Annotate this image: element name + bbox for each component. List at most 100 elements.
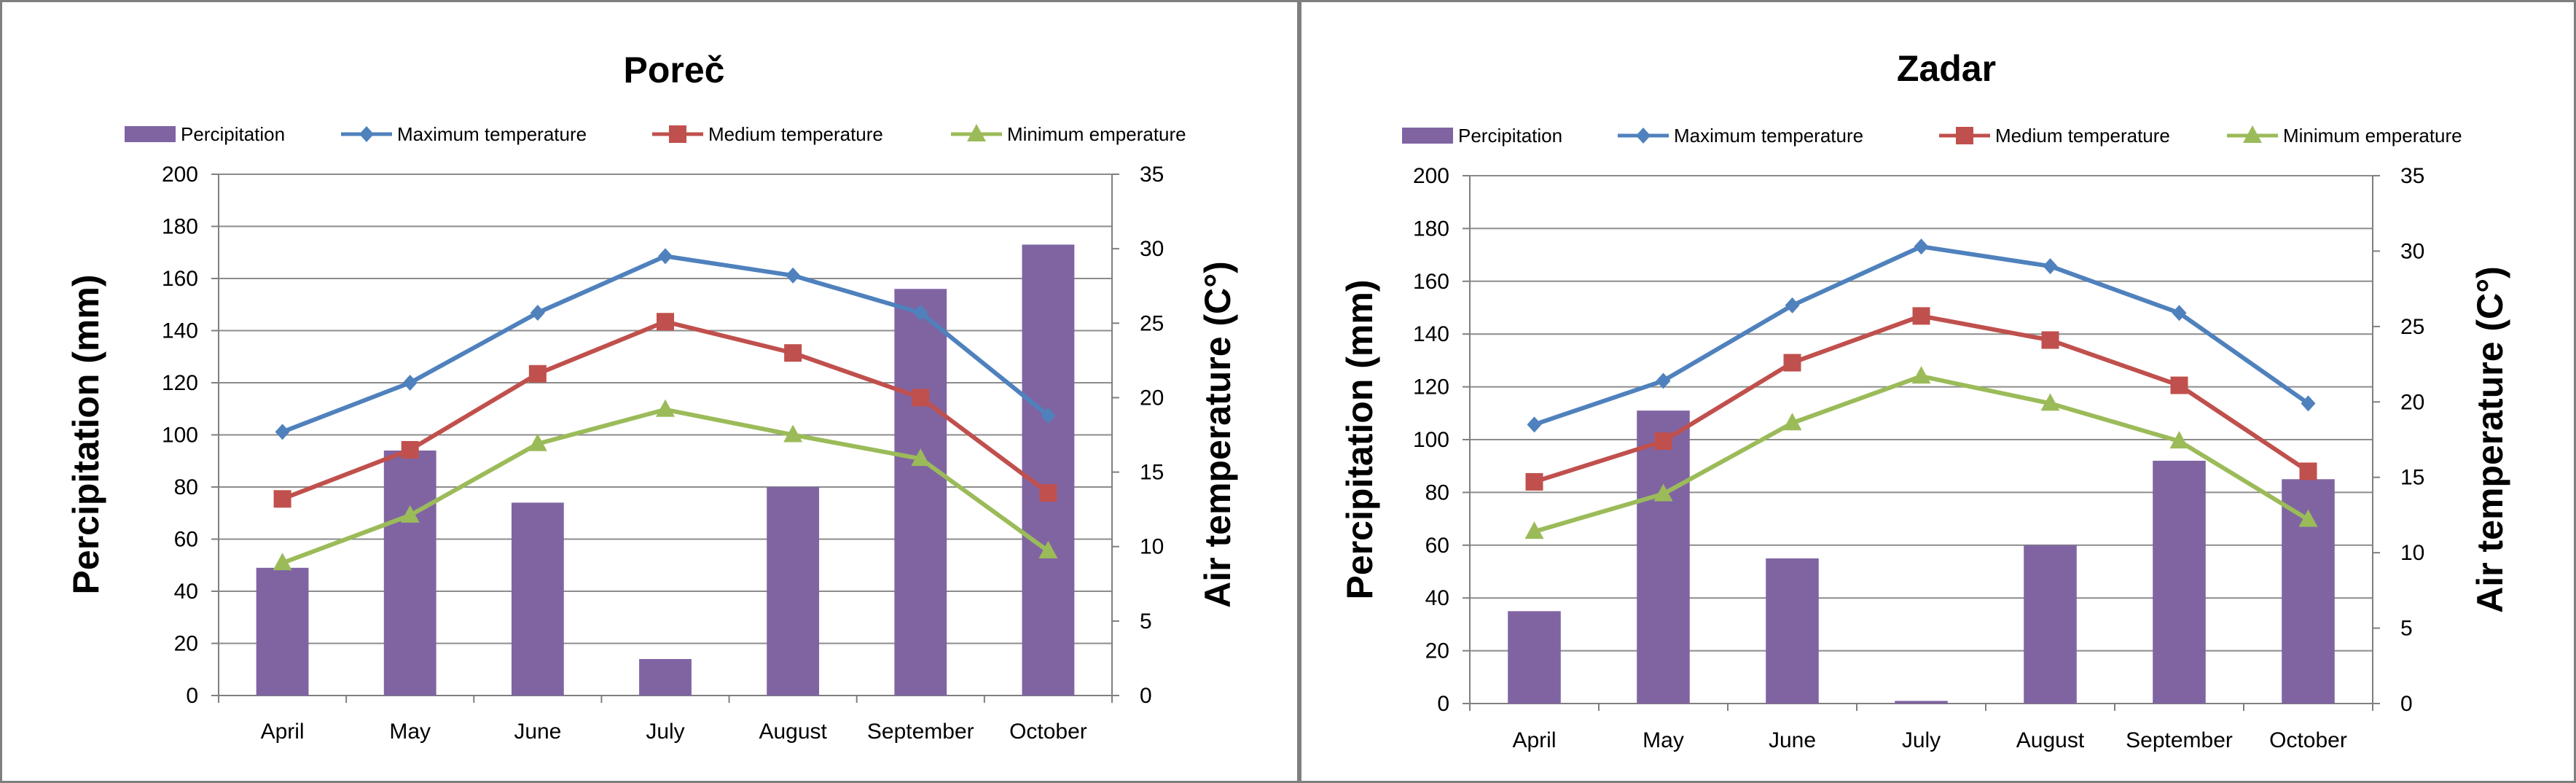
legend-marker-medium-temperature <box>1956 127 1973 144</box>
x-tick-label: October <box>1009 720 1087 744</box>
point-medium-temperature-october <box>2299 462 2317 480</box>
point-maximum-temperature-september <box>2172 305 2187 322</box>
y-tick-label: 160 <box>1413 270 1449 294</box>
y-tick-label: 200 <box>162 163 198 187</box>
y-tick-label: 100 <box>1413 428 1449 452</box>
x-tick-label: July <box>646 720 684 744</box>
y-axis-label: Percipitation (mm) <box>66 275 106 595</box>
legend-label-medium-temperature: Medium temperature <box>1995 125 2170 147</box>
chart-title: Zadar <box>1897 48 1996 89</box>
point-medium-temperature-july <box>1912 307 1930 325</box>
y2-axis-label: Air temperature (C°) <box>1197 261 1238 608</box>
legend-label-percipitation: Percipitation <box>1458 125 1562 147</box>
chart-panel-porec: Poreč Percipitation Maximum temperature Med… <box>0 0 1299 783</box>
y-tick-label: 100 <box>162 424 198 448</box>
point-maximum-temperature-october <box>2301 395 2316 412</box>
y2-tick-label: 15 <box>1140 461 1164 485</box>
point-maximum-temperature-july <box>1914 238 1929 255</box>
point-minimum-emperature-may <box>400 505 420 523</box>
y-tick-label: 80 <box>174 475 198 499</box>
y2-tick-label: 30 <box>1140 237 1164 261</box>
chart-title: Poreč <box>624 50 725 90</box>
point-medium-temperature-april <box>273 490 291 508</box>
legend-label-minimum-emperature: Minimum emperature <box>1007 123 1186 145</box>
point-maximum-temperature-june <box>530 304 545 321</box>
y-tick-label: 40 <box>174 580 198 604</box>
y-tick-label: 60 <box>1425 534 1449 558</box>
x-tick-label: July <box>1902 728 1941 752</box>
y2-tick-label: 35 <box>2400 164 2424 188</box>
x-tick-label: May <box>1643 728 1684 752</box>
legend-item-percipitation: Percipitation <box>125 123 285 145</box>
x-tick-label: April <box>1512 728 1556 752</box>
legend-marker-minimum-emperature <box>967 124 986 141</box>
legend-label-maximum-temperature: Maximum temperature <box>1674 125 1863 147</box>
point-minimum-emperature-september <box>911 448 931 467</box>
y-tick-label: 140 <box>162 319 198 343</box>
y2-tick-label: 20 <box>2400 390 2424 414</box>
point-medium-temperature-september <box>2170 376 2188 394</box>
x-tick-label: June <box>1769 728 1816 752</box>
chart-porec: Poreč Percipitation Maximum temperature Med… <box>66 50 1238 744</box>
legend-item-medium-temperature: Medium temperature <box>1939 125 2170 147</box>
point-maximum-temperature-may <box>402 375 418 391</box>
y-tick-label: 80 <box>1425 480 1449 505</box>
point-maximum-temperature-june <box>1785 297 1800 313</box>
y2-tick-label: 5 <box>1140 609 1152 634</box>
legend-marker-minimum-emperature <box>2243 125 2262 143</box>
y2-tick-label: 10 <box>2400 541 2424 565</box>
y-tick-label: 20 <box>174 632 198 656</box>
bar-may <box>383 450 436 696</box>
series-line-maximum-temperature <box>1533 244 2310 427</box>
y2-tick-label: 25 <box>2400 315 2424 339</box>
point-minimum-emperature-october <box>2298 509 2318 527</box>
x-tick-label: October <box>2269 728 2347 752</box>
point-maximum-temperature-august <box>786 267 801 284</box>
bar-july <box>639 658 692 696</box>
point-maximum-temperature-october <box>1041 407 1056 424</box>
point-medium-temperature-august <box>784 344 802 362</box>
y2-tick-label: 15 <box>2400 466 2424 490</box>
legend-item-medium-temperature: Medium temperature <box>652 123 883 145</box>
y2-tick-label: 10 <box>1140 535 1164 559</box>
y-tick-label: 40 <box>1425 586 1449 610</box>
chart-zadar: Zadar Percipitation Maximum temperature Med… <box>1339 48 2510 752</box>
point-maximum-temperature-july <box>658 248 673 265</box>
point-maximum-temperature-april <box>1527 416 1542 433</box>
legend-label-medium-temperature: Medium temperature <box>708 123 883 145</box>
bar-july <box>1895 701 1948 704</box>
legend-item-minimum-emperature: Minimum emperature <box>951 123 1186 145</box>
y-tick-label: 60 <box>174 528 198 552</box>
y2-axis-label: Air temperature (C°) <box>2470 266 2510 613</box>
bar-september <box>894 289 947 696</box>
x-tick-label: May <box>389 720 431 744</box>
y-tick-label: 140 <box>1413 322 1449 346</box>
legend-marker-maximum-temperature <box>359 126 374 142</box>
y-tick-label: 180 <box>1413 217 1449 241</box>
x-tick-label: April <box>261 720 305 744</box>
point-minimum-emperature-july <box>656 399 675 417</box>
point-minimum-emperature-april <box>273 553 292 571</box>
legend: Percipitation Maximum temperature Medium t… <box>125 123 1186 145</box>
bar-october <box>1022 244 1075 696</box>
point-medium-temperature-may <box>1654 432 1672 451</box>
legend: Percipitation Maximum temperature Medium t… <box>1402 125 2462 147</box>
bar-april <box>256 567 309 696</box>
y2-tick-label: 35 <box>1140 163 1164 187</box>
bar-september <box>2153 460 2206 704</box>
point-medium-temperature-may <box>401 440 419 459</box>
x-tick-label: August <box>759 720 827 744</box>
y2-tick-label: 0 <box>1140 684 1152 708</box>
point-minimum-emperature-september <box>2169 431 2189 449</box>
point-minimum-emperature-june <box>1782 413 1802 431</box>
bar-june <box>511 502 564 696</box>
bar-august <box>2024 545 2077 704</box>
point-minimum-emperature-june <box>528 433 547 451</box>
legend-label-minimum-emperature: Minimum emperature <box>2283 125 2462 147</box>
y-tick-label: 20 <box>1425 639 1449 663</box>
point-maximum-temperature-august <box>2043 258 2058 275</box>
chart-panel-zadar: Zadar Percipitation Maximum temperature Med… <box>1299 0 2576 783</box>
legend-marker-medium-temperature <box>669 125 686 143</box>
bar-june <box>1766 558 1819 704</box>
bar-may <box>1637 410 1690 704</box>
